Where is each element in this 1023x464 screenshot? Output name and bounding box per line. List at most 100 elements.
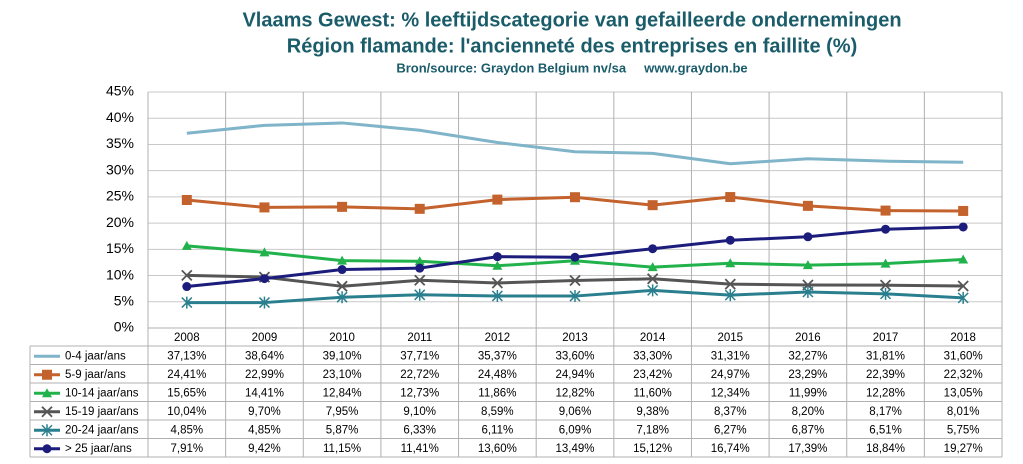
- table-cell: 13,05%: [944, 387, 983, 399]
- table-cell: 4,85%: [171, 424, 204, 436]
- marker: [646, 273, 659, 285]
- marker: [880, 205, 891, 216]
- y-tick-label: 25%: [106, 188, 134, 204]
- table-cell: 11,41%: [401, 443, 439, 455]
- table-cell: 8,01%: [947, 406, 980, 418]
- x-tick-label: 2015: [717, 332, 743, 344]
- table-cell: 11,86%: [478, 387, 516, 399]
- marker: [415, 263, 425, 273]
- table-cell: 37,71%: [400, 350, 439, 362]
- marker: [879, 279, 892, 291]
- marker: [725, 258, 736, 268]
- x-tick-label: 2018: [950, 332, 976, 344]
- table-cell: 9,42%: [248, 443, 281, 455]
- marker: [958, 254, 969, 264]
- chart-subtitle: Région flamande: l'ancienneté des entrep…: [287, 35, 857, 57]
- marker: [569, 290, 581, 303]
- marker: [414, 274, 426, 286]
- table-cell: 7,91%: [171, 443, 204, 455]
- table-cell: 8,20%: [792, 406, 825, 418]
- y-tick-label: 10%: [106, 266, 134, 282]
- y-tick-label: 30%: [106, 161, 134, 177]
- marker: [414, 203, 425, 214]
- table-cell: 7,95%: [326, 406, 359, 418]
- marker: [336, 280, 348, 292]
- table-cell: 18,84%: [866, 443, 905, 455]
- marker: [569, 274, 581, 287]
- legend-label: 10-14 jaar/ans: [65, 387, 139, 399]
- x-tick-label: 2017: [873, 332, 899, 344]
- marker: [647, 262, 658, 272]
- legend-label: 20-24 jaar/ans: [65, 424, 139, 436]
- table-cell: 9,06%: [559, 406, 592, 418]
- marker: [725, 192, 736, 203]
- table-cell: 5,87%: [326, 424, 359, 436]
- marker: [647, 284, 659, 297]
- marker: [181, 296, 193, 309]
- marker: [881, 224, 891, 234]
- table-cell: 33,30%: [633, 350, 672, 362]
- marker: [880, 287, 892, 300]
- table-cell: 10,04%: [167, 406, 206, 418]
- marker: [181, 269, 193, 281]
- legend-label: 5-9 jaar/ans: [65, 369, 126, 381]
- table-cell: 23,29%: [788, 369, 827, 381]
- table-cell: 12,73%: [400, 387, 439, 399]
- table-cell: 8,37%: [714, 406, 747, 418]
- marker: [802, 260, 813, 270]
- table-cell: 22,72%: [400, 369, 439, 381]
- y-tick-label: 45%: [106, 83, 134, 99]
- y-tick-label: 5%: [114, 292, 134, 308]
- table-cell: 8,17%: [869, 406, 902, 418]
- y-tick-label: 20%: [106, 214, 134, 230]
- marker: [337, 201, 348, 212]
- marker: [724, 278, 736, 290]
- table-cell: 38,64%: [245, 350, 284, 362]
- table-cell: 33,60%: [555, 350, 594, 362]
- table-cell: 5,75%: [947, 424, 980, 436]
- table-cell: 15,65%: [167, 387, 206, 399]
- table-cell: 6,11%: [481, 424, 513, 436]
- table-cell: 13,49%: [555, 443, 594, 455]
- marker: [958, 222, 968, 232]
- marker: [414, 288, 426, 301]
- table-cell: 14,41%: [245, 387, 284, 399]
- table-cell: 6,51%: [869, 424, 902, 436]
- table-cell: 6,33%: [403, 424, 436, 436]
- x-tick-label: 2008: [174, 332, 200, 344]
- legend-label: 0-4 jaar/ans: [65, 350, 126, 362]
- table-cell: 6,27%: [714, 424, 747, 436]
- table-cell: 12,34%: [711, 387, 750, 399]
- x-tick-label: 2013: [562, 332, 588, 344]
- marker: [957, 291, 969, 304]
- marker: [491, 289, 503, 302]
- x-tick-label: 2009: [252, 332, 278, 344]
- table-cell: 31,31%: [711, 350, 750, 362]
- table-cell: 9,38%: [636, 406, 669, 418]
- table-cell: 12,28%: [866, 387, 905, 399]
- table-cell: 35,37%: [478, 350, 517, 362]
- marker: [957, 280, 969, 292]
- table-cell: 16,74%: [711, 443, 750, 455]
- marker: [648, 244, 658, 254]
- x-tick-label: 2016: [795, 332, 821, 344]
- table-cell: 7,18%: [636, 424, 669, 436]
- marker: [491, 277, 504, 289]
- marker: [880, 258, 891, 268]
- table-cell: 24,97%: [711, 369, 750, 381]
- table-cell: 15,12%: [633, 443, 672, 455]
- marker: [802, 285, 814, 298]
- marker: [181, 240, 192, 250]
- table-cell: 37,13%: [167, 350, 206, 362]
- marker: [259, 247, 270, 257]
- table-cell: 24,48%: [478, 369, 517, 381]
- marker: [570, 252, 580, 262]
- table-cell: 11,60%: [634, 387, 672, 399]
- table-cell: 11,15%: [323, 443, 361, 455]
- marker: [336, 291, 348, 304]
- series-line: [186, 121, 964, 166]
- table-cell: 9,10%: [403, 406, 436, 418]
- marker: [42, 388, 52, 398]
- table-cell: 12,82%: [555, 387, 594, 399]
